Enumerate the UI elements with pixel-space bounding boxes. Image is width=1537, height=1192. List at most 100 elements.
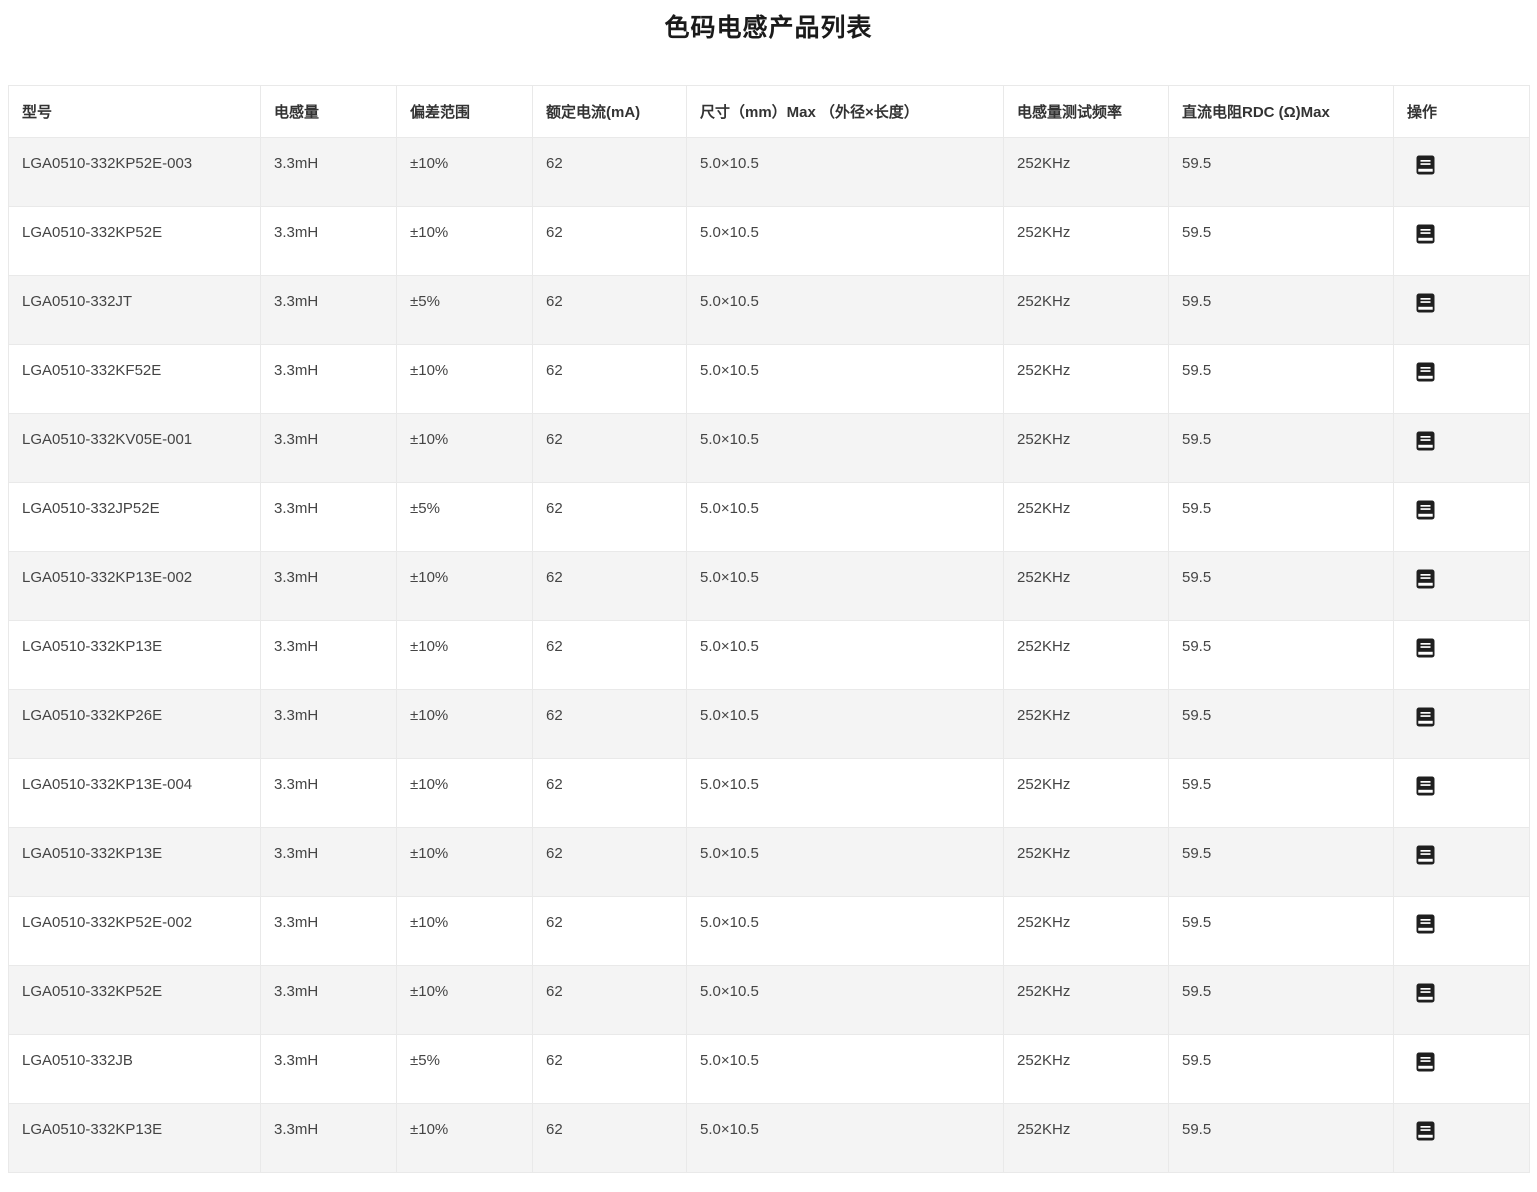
cell-action	[1393, 206, 1530, 276]
datasheet-book-icon	[1416, 1121, 1435, 1141]
cell-tolerance: ±10%	[396, 965, 533, 1035]
table-row: LGA0510-332KP52E-003 3.3mH ±10% 62 5.0×10.5 2…	[8, 137, 1530, 207]
datasheet-button[interactable]	[1416, 431, 1435, 451]
cell-model: LGA0510-332KF52E	[8, 344, 261, 414]
cell-tolerance: ±10%	[396, 758, 533, 828]
cell-action	[1393, 689, 1530, 759]
cell-model: LGA0510-332KP52E-002	[8, 896, 261, 966]
column-header-action: 操作	[1393, 85, 1530, 138]
cell-inductance: 3.3mH	[260, 689, 397, 759]
cell-inductance: 3.3mH	[260, 827, 397, 897]
cell-inductance: 3.3mH	[260, 206, 397, 276]
datasheet-button[interactable]	[1416, 362, 1435, 382]
cell-rated_current: 62	[532, 1034, 687, 1104]
cell-rated_current: 62	[532, 758, 687, 828]
cell-size: 5.0×10.5	[686, 896, 1004, 966]
cell-rdc: 59.5	[1168, 827, 1394, 897]
cell-tolerance: ±10%	[396, 620, 533, 690]
datasheet-book-icon	[1416, 431, 1435, 451]
datasheet-button[interactable]	[1416, 500, 1435, 520]
cell-tolerance: ±10%	[396, 689, 533, 759]
datasheet-book-icon	[1416, 707, 1435, 727]
cell-rated_current: 62	[532, 344, 687, 414]
cell-action	[1393, 620, 1530, 690]
cell-test_freq: 252KHz	[1003, 206, 1169, 276]
cell-tolerance: ±10%	[396, 137, 533, 207]
table-row: LGA0510-332KP13E-004 3.3mH ±10% 62 5.0×10.5 2…	[8, 758, 1530, 828]
datasheet-button[interactable]	[1416, 155, 1435, 175]
datasheet-book-icon	[1416, 224, 1435, 244]
cell-action	[1393, 413, 1530, 483]
cell-test_freq: 252KHz	[1003, 275, 1169, 345]
table-row: LGA0510-332KP13E 3.3mH ±10% 62 5.0×10.5 252KH…	[8, 827, 1530, 897]
table-row: LGA0510-332KV05E-001 3.3mH ±10% 62 5.0×10.5 2…	[8, 413, 1530, 483]
table-row: LGA0510-332KP52E 3.3mH ±10% 62 5.0×10.5 252KH…	[8, 206, 1530, 276]
cell-size: 5.0×10.5	[686, 482, 1004, 552]
cell-model: LGA0510-332KP52E	[8, 206, 261, 276]
inductor-product-table: 型号 电感量 偏差范围 额定电流(mA) 尺寸（mm）Max （外径×长度） 电感量测试频…	[8, 85, 1530, 1173]
cell-rdc: 59.5	[1168, 551, 1394, 621]
cell-rdc: 59.5	[1168, 137, 1394, 207]
cell-tolerance: ±10%	[396, 206, 533, 276]
cell-inductance: 3.3mH	[260, 482, 397, 552]
cell-model: LGA0510-332KP52E	[8, 965, 261, 1035]
datasheet-button[interactable]	[1416, 983, 1435, 1003]
page: 色码电感产品列表 型号 电感量 偏差范围 额定电流(mA) 尺寸（mm）Max （外径×…	[0, 13, 1537, 1192]
table-row: LGA0510-332KP26E 3.3mH ±10% 62 5.0×10.5 252KH…	[8, 689, 1530, 759]
cell-size: 5.0×10.5	[686, 620, 1004, 690]
cell-size: 5.0×10.5	[686, 206, 1004, 276]
table-row: LGA0510-332KP52E-002 3.3mH ±10% 62 5.0×10.5 2…	[8, 896, 1530, 966]
datasheet-button[interactable]	[1416, 638, 1435, 658]
datasheet-button[interactable]	[1416, 293, 1435, 313]
cell-action	[1393, 965, 1530, 1035]
cell-tolerance: ±10%	[396, 827, 533, 897]
table-row: LGA0510-332KP52E 3.3mH ±10% 62 5.0×10.5 252KH…	[8, 965, 1530, 1035]
cell-model: LGA0510-332KP13E-002	[8, 551, 261, 621]
cell-test_freq: 252KHz	[1003, 827, 1169, 897]
cell-test_freq: 252KHz	[1003, 551, 1169, 621]
datasheet-button[interactable]	[1416, 914, 1435, 934]
cell-size: 5.0×10.5	[686, 137, 1004, 207]
cell-test_freq: 252KHz	[1003, 896, 1169, 966]
table-row: LGA0510-332KP13E-002 3.3mH ±10% 62 5.0×10.5 2…	[8, 551, 1530, 621]
cell-size: 5.0×10.5	[686, 827, 1004, 897]
cell-tolerance: ±10%	[396, 551, 533, 621]
cell-inductance: 3.3mH	[260, 275, 397, 345]
datasheet-book-icon	[1416, 914, 1435, 934]
datasheet-book-icon	[1416, 776, 1435, 796]
cell-rdc: 59.5	[1168, 482, 1394, 552]
datasheet-button[interactable]	[1416, 1052, 1435, 1072]
cell-rdc: 59.5	[1168, 344, 1394, 414]
datasheet-button[interactable]	[1416, 845, 1435, 865]
column-header-inductance: 电感量	[260, 85, 397, 138]
cell-size: 5.0×10.5	[686, 413, 1004, 483]
cell-rdc: 59.5	[1168, 275, 1394, 345]
cell-rated_current: 62	[532, 206, 687, 276]
datasheet-book-icon	[1416, 500, 1435, 520]
datasheet-button[interactable]	[1416, 1121, 1435, 1141]
cell-inductance: 3.3mH	[260, 1034, 397, 1104]
datasheet-button[interactable]	[1416, 224, 1435, 244]
cell-rdc: 59.5	[1168, 206, 1394, 276]
cell-model: LGA0510-332KP52E-003	[8, 137, 261, 207]
datasheet-button[interactable]	[1416, 569, 1435, 589]
cell-rated_current: 62	[532, 689, 687, 759]
cell-action	[1393, 551, 1530, 621]
cell-inductance: 3.3mH	[260, 620, 397, 690]
cell-size: 5.0×10.5	[686, 965, 1004, 1035]
datasheet-book-icon	[1416, 1052, 1435, 1072]
cell-action	[1393, 344, 1530, 414]
table-row: LGA0510-332JP52E 3.3mH ±5% 62 5.0×10.5 252KHz…	[8, 482, 1530, 552]
cell-test_freq: 252KHz	[1003, 689, 1169, 759]
cell-inductance: 3.3mH	[260, 344, 397, 414]
cell-test_freq: 252KHz	[1003, 620, 1169, 690]
cell-rated_current: 62	[532, 413, 687, 483]
cell-test_freq: 252KHz	[1003, 1034, 1169, 1104]
cell-inductance: 3.3mH	[260, 551, 397, 621]
cell-action	[1393, 827, 1530, 897]
datasheet-button[interactable]	[1416, 707, 1435, 727]
cell-inductance: 3.3mH	[260, 413, 397, 483]
cell-model: LGA0510-332JT	[8, 275, 261, 345]
datasheet-button[interactable]	[1416, 776, 1435, 796]
page-title: 色码电感产品列表	[664, 14, 873, 42]
